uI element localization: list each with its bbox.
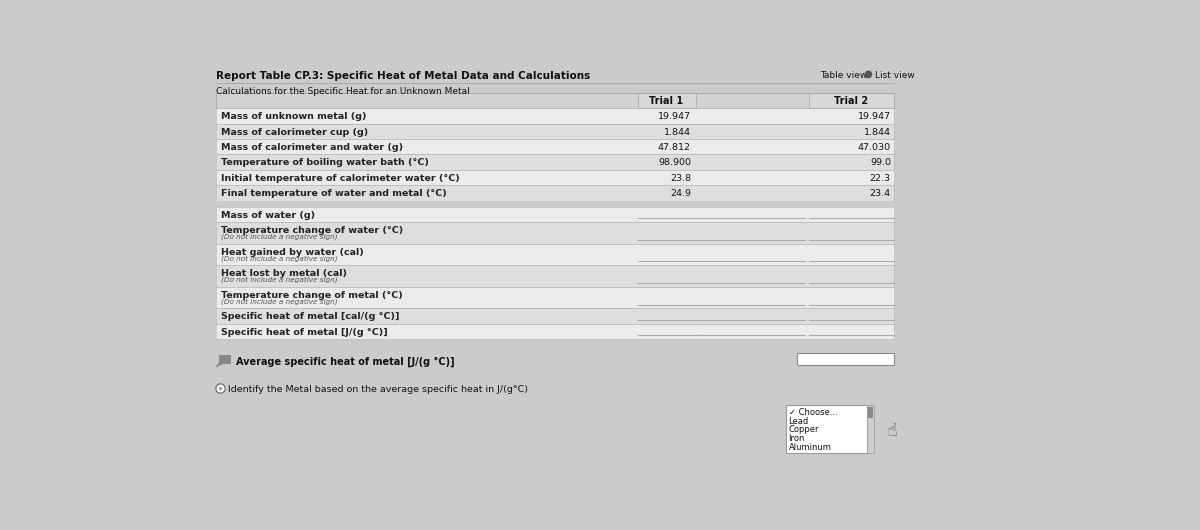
- Text: 24.9: 24.9: [670, 189, 691, 198]
- Text: 47.030: 47.030: [858, 143, 890, 152]
- Text: 1.844: 1.844: [664, 128, 691, 137]
- Text: Specific heat of metal [J/(g °C)]: Specific heat of metal [J/(g °C)]: [221, 328, 388, 337]
- Bar: [797, 353, 894, 366]
- Text: Aluminum: Aluminum: [788, 443, 832, 452]
- Text: 22.3: 22.3: [870, 174, 890, 183]
- Bar: [216, 244, 894, 266]
- Text: 19.947: 19.947: [858, 112, 890, 121]
- Text: Identify the Metal based on the average specific heat in J/(g°C): Identify the Metal based on the average …: [228, 385, 528, 394]
- Text: (Do not include a negative sign): (Do not include a negative sign): [221, 298, 337, 305]
- Bar: [638, 93, 696, 108]
- Text: Lead: Lead: [788, 417, 809, 426]
- Bar: [216, 287, 894, 308]
- Circle shape: [864, 70, 872, 78]
- Bar: [216, 186, 894, 201]
- Text: Iron: Iron: [788, 435, 805, 444]
- Text: Heat gained by water (cal): Heat gained by water (cal): [221, 248, 364, 257]
- Bar: [216, 93, 894, 108]
- Text: Specific heat of metal [cal/(g °C)]: Specific heat of metal [cal/(g °C)]: [221, 312, 400, 321]
- Bar: [216, 324, 894, 339]
- Text: 23.4: 23.4: [870, 189, 890, 198]
- Text: 47.812: 47.812: [658, 143, 691, 152]
- Bar: [809, 93, 894, 108]
- Text: Heat lost by metal (cal): Heat lost by metal (cal): [221, 269, 347, 278]
- Bar: [218, 355, 232, 364]
- Text: 19.947: 19.947: [658, 112, 691, 121]
- Text: 1.844: 1.844: [864, 128, 890, 137]
- Bar: [216, 201, 894, 207]
- Bar: [216, 266, 894, 287]
- Bar: [216, 123, 894, 139]
- Bar: [866, 405, 874, 453]
- Text: Average specific heat of metal [J/(g °C)]: Average specific heat of metal [J/(g °C)…: [236, 357, 455, 367]
- Bar: [216, 308, 894, 324]
- Text: (Do not include a negative sign): (Do not include a negative sign): [221, 255, 337, 262]
- Text: (Do not include a negative sign): (Do not include a negative sign): [221, 234, 337, 241]
- Text: Temperature change of water (°C): Temperature change of water (°C): [221, 226, 403, 235]
- Text: Mass of water (g): Mass of water (g): [221, 210, 314, 219]
- Text: Table view: Table view: [821, 70, 868, 80]
- Bar: [216, 108, 894, 123]
- Text: ✓ Choose...: ✓ Choose...: [788, 408, 838, 417]
- Text: Mass of calorimeter and water (g): Mass of calorimeter and water (g): [221, 143, 403, 152]
- Polygon shape: [215, 363, 223, 368]
- Text: Temperature change of metal (°C): Temperature change of metal (°C): [221, 291, 402, 300]
- Text: List view: List view: [875, 70, 914, 80]
- Text: 23.8: 23.8: [670, 174, 691, 183]
- Text: Trial 2: Trial 2: [834, 95, 869, 105]
- Bar: [216, 222, 894, 244]
- Circle shape: [218, 386, 222, 391]
- Bar: [216, 207, 894, 222]
- Bar: [868, 407, 874, 418]
- Circle shape: [216, 384, 226, 393]
- Text: Report Table CP.3: Specific Heat of Metal Data and Calculations: Report Table CP.3: Specific Heat of Meta…: [216, 70, 590, 81]
- Text: Final temperature of water and metal (°C): Final temperature of water and metal (°C…: [221, 189, 446, 198]
- Text: ☝: ☝: [887, 422, 898, 440]
- Text: Copper: Copper: [788, 426, 820, 435]
- Text: (Do not include a negative sign): (Do not include a negative sign): [221, 277, 337, 284]
- Text: Temperature of boiling water bath (°C): Temperature of boiling water bath (°C): [221, 158, 428, 167]
- Text: Calculations for the Specific Heat for an Unknown Metal: Calculations for the Specific Heat for a…: [216, 87, 469, 96]
- Text: Mass of unknown metal (g): Mass of unknown metal (g): [221, 112, 366, 121]
- Text: Initial temperature of calorimeter water (°C): Initial temperature of calorimeter water…: [221, 174, 460, 183]
- Text: 98.900: 98.900: [658, 158, 691, 167]
- Bar: [216, 139, 894, 154]
- Text: Mass of calorimeter cup (g): Mass of calorimeter cup (g): [221, 128, 367, 137]
- Text: 99.0: 99.0: [870, 158, 890, 167]
- Bar: [216, 154, 894, 170]
- Bar: [216, 93, 894, 339]
- Bar: [216, 170, 894, 185]
- Bar: [786, 405, 866, 453]
- Text: Trial 1: Trial 1: [649, 95, 683, 105]
